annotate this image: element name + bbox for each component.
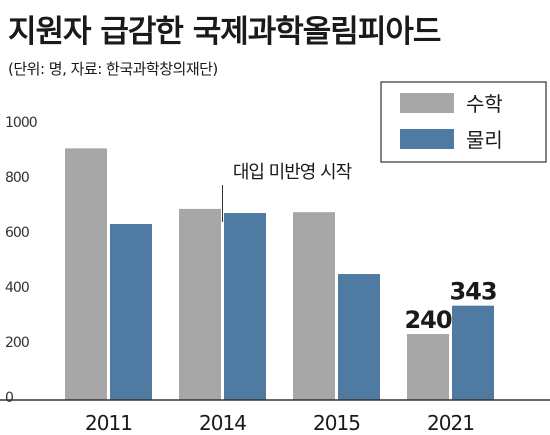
y-tick-label: 800 <box>5 170 29 186</box>
x-tick-label: 2011 <box>85 411 132 435</box>
bar-physics-2011 <box>110 224 152 400</box>
legend-label-math: 수학 <box>466 92 503 116</box>
legend: 수학 물리 <box>380 81 547 163</box>
data-label-math-2021: 240 <box>404 306 451 334</box>
bar-physics-2021 <box>452 305 494 400</box>
y-tick-label: 600 <box>5 225 29 241</box>
bar-physics-2014 <box>224 213 266 400</box>
chart-subtitle: (단위: 명, 자료: 한국과학창의재단) <box>8 60 218 78</box>
x-tick-label: 2015 <box>313 411 360 435</box>
bar-math-2014 <box>179 208 221 400</box>
y-tick-label: 0 <box>5 390 13 406</box>
data-label-physics-2021: 343 <box>449 278 496 306</box>
y-tick-label: 400 <box>5 280 29 296</box>
y-tick-label: 200 <box>5 335 29 351</box>
legend-swatch-math <box>400 93 454 113</box>
legend-swatch-physics <box>400 129 454 149</box>
bar-math-2011 <box>65 148 107 400</box>
y-tick-label: 1000 <box>5 115 37 131</box>
bar-math-2021 <box>407 334 449 400</box>
bar-math-2015 <box>293 212 335 400</box>
x-tick-label: 2014 <box>199 411 246 435</box>
legend-label-physics: 물리 <box>466 128 503 152</box>
x-tick-label: 2021 <box>427 411 474 435</box>
annotation-text: 대입 미반영 시작 <box>233 162 352 183</box>
chart-title: 지원자 급감한 국제과학올림피아드 <box>8 14 441 50</box>
bar-physics-2015 <box>338 274 380 400</box>
